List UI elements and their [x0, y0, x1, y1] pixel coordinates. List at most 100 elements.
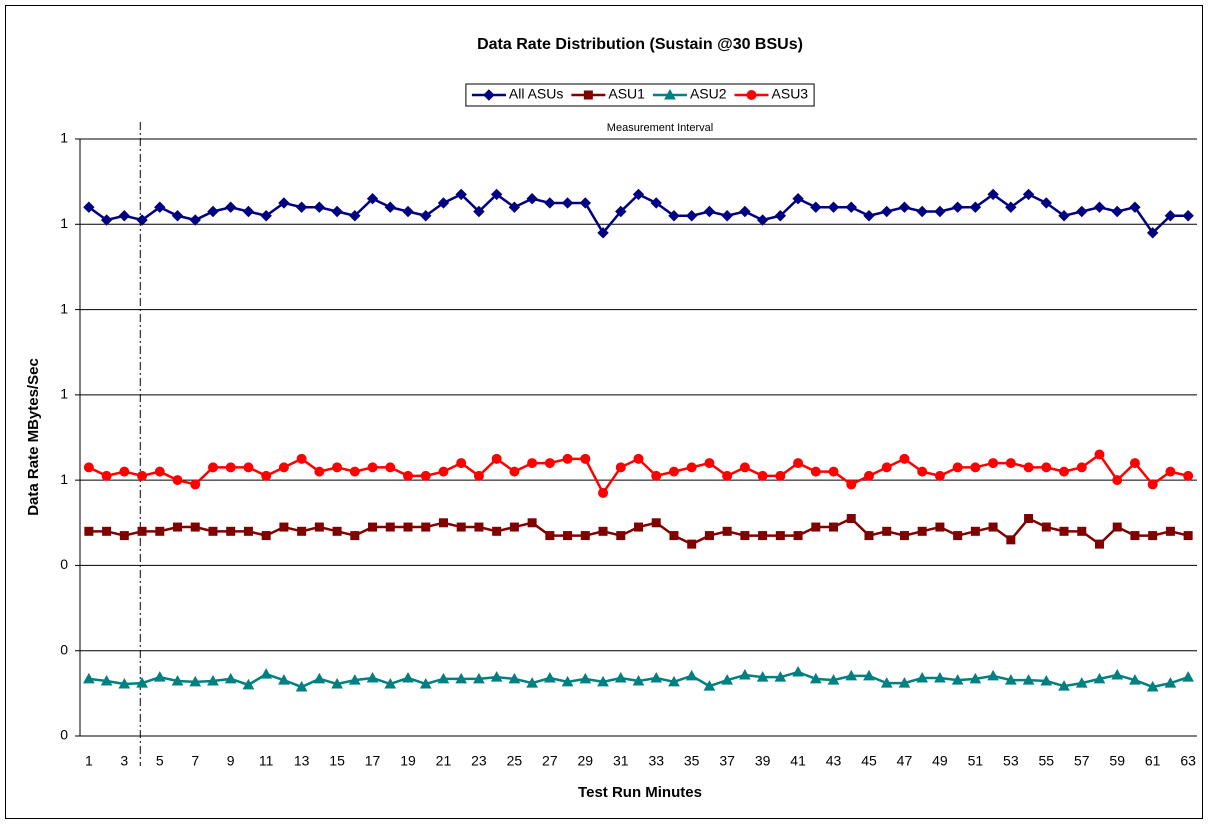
marker: [1183, 470, 1194, 481]
marker: [350, 531, 360, 541]
marker: [951, 674, 964, 685]
marker: [207, 674, 219, 686]
x-tick-label: 21: [436, 753, 452, 769]
marker: [863, 669, 875, 681]
marker: [988, 458, 999, 469]
marker: [278, 674, 290, 685]
legend-label: ASU1: [608, 86, 645, 102]
marker: [366, 671, 379, 683]
legend-item: ASU2: [652, 86, 727, 102]
marker: [598, 526, 608, 536]
x-tick-label: 5: [156, 753, 164, 769]
marker: [332, 526, 342, 536]
marker: [543, 671, 556, 683]
marker: [473, 672, 485, 684]
marker: [313, 201, 326, 213]
marker: [190, 522, 200, 532]
marker: [224, 201, 237, 213]
marker: [746, 90, 757, 100]
marker: [278, 197, 290, 209]
marker: [296, 453, 307, 464]
marker: [1112, 475, 1123, 486]
x-tick-label: 27: [542, 753, 558, 769]
marker: [455, 672, 468, 684]
marker: [703, 680, 716, 691]
marker: [1040, 674, 1053, 686]
marker: [1129, 674, 1141, 685]
chart-title: Data Rate Distribution (Sustain @30 BSUs…: [477, 36, 803, 53]
marker: [1005, 201, 1017, 213]
marker: [774, 671, 787, 682]
marker: [1147, 479, 1158, 490]
marker: [261, 531, 271, 541]
marker: [492, 526, 502, 536]
x-tick-label: 45: [861, 753, 877, 769]
x-tick-label: 39: [755, 753, 771, 769]
marker: [260, 668, 273, 679]
marker: [155, 526, 165, 536]
marker: [384, 201, 396, 213]
legend-box: [465, 83, 815, 107]
marker: [1182, 210, 1194, 222]
marker: [297, 526, 307, 536]
marker: [1112, 522, 1122, 532]
marker: [261, 470, 272, 481]
x-tick-label: 37: [719, 753, 735, 769]
marker: [987, 669, 999, 681]
legend-item: All ASUs: [471, 86, 563, 102]
marker: [100, 214, 113, 226]
marker: [385, 462, 396, 473]
marker: [366, 192, 379, 205]
marker: [84, 526, 94, 536]
legend-item: ASU3: [734, 86, 809, 102]
marker: [829, 522, 839, 532]
x-tick-label: 51: [968, 753, 984, 769]
y-tick-label: 1: [60, 130, 68, 146]
marker: [597, 227, 609, 239]
x-tick-label: 43: [826, 753, 842, 769]
marker: [756, 214, 769, 226]
marker: [136, 677, 148, 688]
marker: [456, 458, 467, 469]
legend-label: ASU2: [690, 86, 727, 102]
marker: [722, 470, 733, 481]
marker: [348, 674, 361, 685]
marker: [757, 470, 768, 481]
marker: [1058, 680, 1070, 691]
marker: [483, 89, 495, 101]
x-tick-label: 49: [932, 753, 948, 769]
marker: [242, 205, 255, 218]
marker: [774, 210, 787, 222]
marker: [934, 470, 945, 481]
x-tick-label: 61: [1145, 753, 1161, 769]
marker: [83, 201, 95, 213]
marker: [1041, 522, 1051, 532]
marker: [473, 470, 484, 481]
marker: [119, 531, 129, 541]
marker: [474, 522, 484, 532]
marker: [1111, 205, 1123, 218]
marker: [704, 458, 715, 469]
marker: [438, 518, 448, 528]
marker: [1183, 531, 1193, 541]
marker: [1040, 197, 1053, 209]
marker: [827, 201, 840, 213]
marker: [810, 201, 822, 213]
marker: [438, 466, 449, 477]
marker: [1165, 526, 1175, 536]
legend-label: ASU3: [772, 86, 809, 102]
marker: [367, 462, 378, 473]
marker: [1146, 227, 1159, 239]
marker: [685, 669, 698, 681]
marker: [899, 531, 909, 541]
marker: [934, 671, 946, 683]
marker: [969, 201, 982, 213]
marker: [668, 210, 680, 222]
marker: [793, 458, 804, 469]
marker: [314, 522, 324, 532]
legend-label: All ASUs: [509, 86, 563, 102]
marker: [721, 674, 734, 685]
marker: [1059, 466, 1070, 477]
marker: [331, 677, 343, 689]
